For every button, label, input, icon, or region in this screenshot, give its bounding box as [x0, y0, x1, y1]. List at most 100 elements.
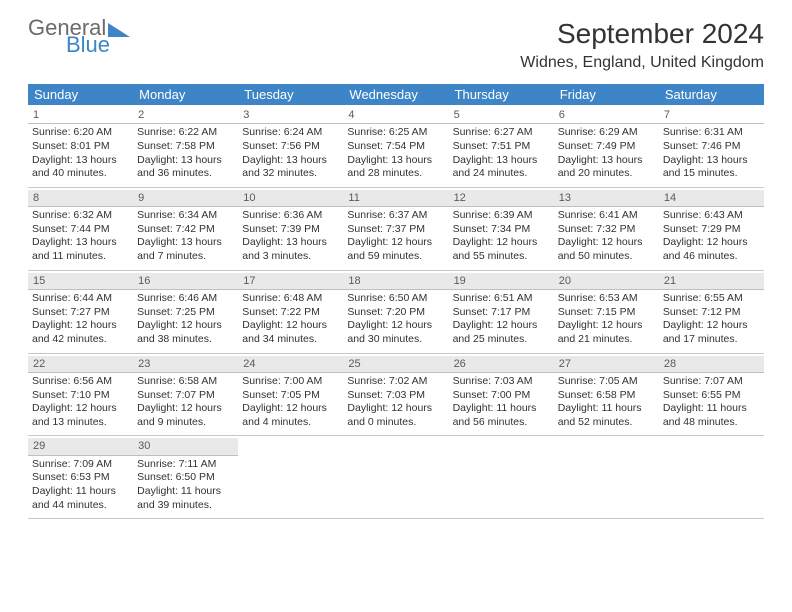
sunset-line: Sunset: 7:25 PM [137, 306, 234, 320]
daylight-line-1: Daylight: 13 hours [453, 154, 550, 168]
calendar-cell: 25Sunrise: 7:02 AMSunset: 7:03 PMDayligh… [343, 354, 448, 436]
sunrise-line: Sunrise: 6:24 AM [242, 126, 339, 140]
sunrise-line: Sunrise: 7:02 AM [347, 375, 444, 389]
daylight-line-2: and 42 minutes. [32, 333, 129, 347]
daylight-line-1: Daylight: 13 hours [347, 154, 444, 168]
calendar-cell [554, 436, 659, 518]
calendar-cell: 24Sunrise: 7:00 AMSunset: 7:05 PMDayligh… [238, 354, 343, 436]
calendar-cell: 5Sunrise: 6:27 AMSunset: 7:51 PMDaylight… [449, 105, 554, 187]
calendar-cell: 29Sunrise: 7:09 AMSunset: 6:53 PMDayligh… [28, 436, 133, 518]
sunset-line: Sunset: 7:20 PM [347, 306, 444, 320]
calendar-cell [343, 436, 448, 518]
daylight-line-1: Daylight: 13 hours [137, 154, 234, 168]
calendar-cell: 2Sunrise: 6:22 AMSunset: 7:58 PMDaylight… [133, 105, 238, 187]
sunrise-line: Sunrise: 6:48 AM [242, 292, 339, 306]
daylight-line-1: Daylight: 12 hours [347, 236, 444, 250]
calendar-cell: 13Sunrise: 6:41 AMSunset: 7:32 PMDayligh… [554, 188, 659, 270]
daylight-line-1: Daylight: 11 hours [137, 485, 234, 499]
sunrise-line: Sunrise: 6:43 AM [663, 209, 760, 223]
calendar: SundayMondayTuesdayWednesdayThursdayFrid… [28, 84, 764, 519]
daylight-line-2: and 32 minutes. [242, 167, 339, 181]
daylight-line-1: Daylight: 13 hours [242, 154, 339, 168]
sunset-line: Sunset: 7:29 PM [663, 223, 760, 237]
sunrise-line: Sunrise: 6:44 AM [32, 292, 129, 306]
calendar-cell: 3Sunrise: 6:24 AMSunset: 7:56 PMDaylight… [238, 105, 343, 187]
calendar-cell: 28Sunrise: 7:07 AMSunset: 6:55 PMDayligh… [659, 354, 764, 436]
day-number: 26 [449, 356, 554, 373]
sunset-line: Sunset: 7:05 PM [242, 389, 339, 403]
daylight-line-2: and 17 minutes. [663, 333, 760, 347]
day-number: 13 [554, 190, 659, 207]
daylight-line-2: and 40 minutes. [32, 167, 129, 181]
daylight-line-2: and 9 minutes. [137, 416, 234, 430]
sunset-line: Sunset: 7:17 PM [453, 306, 550, 320]
sunset-line: Sunset: 7:58 PM [137, 140, 234, 154]
location: Widnes, England, United Kingdom [520, 54, 764, 72]
day-number: 7 [659, 107, 764, 124]
calendar-cell: 10Sunrise: 6:36 AMSunset: 7:39 PMDayligh… [238, 188, 343, 270]
daylight-line-2: and 21 minutes. [558, 333, 655, 347]
sunset-line: Sunset: 6:58 PM [558, 389, 655, 403]
daylight-line-2: and 4 minutes. [242, 416, 339, 430]
day-number: 16 [133, 273, 238, 290]
daylight-line-2: and 48 minutes. [663, 416, 760, 430]
sunrise-line: Sunrise: 6:34 AM [137, 209, 234, 223]
calendar-cell [238, 436, 343, 518]
calendar-cell: 26Sunrise: 7:03 AMSunset: 7:00 PMDayligh… [449, 354, 554, 436]
day-number: 12 [449, 190, 554, 207]
sunset-line: Sunset: 7:12 PM [663, 306, 760, 320]
sunset-line: Sunset: 7:22 PM [242, 306, 339, 320]
sunrise-line: Sunrise: 6:58 AM [137, 375, 234, 389]
daylight-line-2: and 50 minutes. [558, 250, 655, 264]
daylight-line-2: and 7 minutes. [137, 250, 234, 264]
daylight-line-2: and 56 minutes. [453, 416, 550, 430]
day-header-thursday: Thursday [449, 84, 554, 105]
day-number: 30 [133, 438, 238, 455]
daylight-line-2: and 30 minutes. [347, 333, 444, 347]
day-header-wednesday: Wednesday [343, 84, 448, 105]
day-header-saturday: Saturday [659, 84, 764, 105]
day-number: 25 [343, 356, 448, 373]
day-number: 20 [554, 273, 659, 290]
daylight-line-1: Daylight: 12 hours [558, 236, 655, 250]
calendar-cell: 27Sunrise: 7:05 AMSunset: 6:58 PMDayligh… [554, 354, 659, 436]
sunset-line: Sunset: 7:39 PM [242, 223, 339, 237]
title-block: September 2024 Widnes, England, United K… [520, 18, 764, 72]
daylight-line-2: and 13 minutes. [32, 416, 129, 430]
daylight-line-1: Daylight: 11 hours [558, 402, 655, 416]
sunset-line: Sunset: 8:01 PM [32, 140, 129, 154]
week-row: 29Sunrise: 7:09 AMSunset: 6:53 PMDayligh… [28, 436, 764, 519]
daylight-line-2: and 20 minutes. [558, 167, 655, 181]
daylight-line-1: Daylight: 12 hours [663, 236, 760, 250]
sunset-line: Sunset: 7:37 PM [347, 223, 444, 237]
sunrise-line: Sunrise: 6:56 AM [32, 375, 129, 389]
daylight-line-1: Daylight: 12 hours [32, 402, 129, 416]
daylight-line-1: Daylight: 12 hours [558, 319, 655, 333]
sunrise-line: Sunrise: 6:53 AM [558, 292, 655, 306]
calendar-cell: 15Sunrise: 6:44 AMSunset: 7:27 PMDayligh… [28, 271, 133, 353]
calendar-cell: 14Sunrise: 6:43 AMSunset: 7:29 PMDayligh… [659, 188, 764, 270]
day-number: 17 [238, 273, 343, 290]
calendar-cell: 1Sunrise: 6:20 AMSunset: 8:01 PMDaylight… [28, 105, 133, 187]
daylight-line-1: Daylight: 12 hours [453, 319, 550, 333]
day-number: 3 [238, 107, 343, 124]
daylight-line-2: and 11 minutes. [32, 250, 129, 264]
sunset-line: Sunset: 7:07 PM [137, 389, 234, 403]
sunset-line: Sunset: 7:44 PM [32, 223, 129, 237]
daylight-line-2: and 44 minutes. [32, 499, 129, 513]
week-row: 22Sunrise: 6:56 AMSunset: 7:10 PMDayligh… [28, 354, 764, 437]
daylight-line-2: and 46 minutes. [663, 250, 760, 264]
sunset-line: Sunset: 7:51 PM [453, 140, 550, 154]
sunset-line: Sunset: 7:03 PM [347, 389, 444, 403]
day-number: 28 [659, 356, 764, 373]
daylight-line-2: and 59 minutes. [347, 250, 444, 264]
sunrise-line: Sunrise: 6:22 AM [137, 126, 234, 140]
sunrise-line: Sunrise: 6:50 AM [347, 292, 444, 306]
sunrise-line: Sunrise: 6:20 AM [32, 126, 129, 140]
sunset-line: Sunset: 7:32 PM [558, 223, 655, 237]
calendar-cell: 9Sunrise: 6:34 AMSunset: 7:42 PMDaylight… [133, 188, 238, 270]
calendar-cell: 18Sunrise: 6:50 AMSunset: 7:20 PMDayligh… [343, 271, 448, 353]
daylight-line-2: and 55 minutes. [453, 250, 550, 264]
day-number: 22 [28, 356, 133, 373]
day-number: 19 [449, 273, 554, 290]
